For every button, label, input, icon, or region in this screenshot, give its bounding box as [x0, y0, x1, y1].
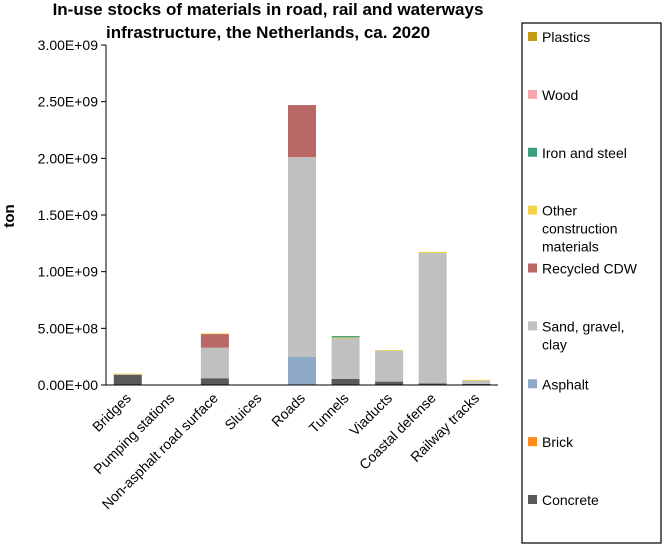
y-tick-label: 2.00E+09 — [38, 150, 99, 166]
legend-swatch — [528, 89, 537, 99]
x-tick-label: Tunnels — [306, 390, 352, 436]
bar-segment — [288, 157, 316, 357]
bar-segment — [418, 251, 447, 253]
bar-segment — [331, 337, 360, 379]
bar-segment — [418, 383, 447, 385]
bar-segment — [418, 252, 447, 384]
bar-segment — [331, 336, 360, 338]
bar-segment — [331, 337, 360, 339]
y-axis-title: ton — [1, 204, 18, 227]
chart-title-line-2: infrastructure, the Netherlands, ca. 202… — [106, 23, 430, 42]
bar-segment — [375, 381, 404, 385]
bar-segment — [375, 350, 404, 351]
legend: Plastics Wood Iron and steel Other construct… — [528, 29, 638, 508]
chart-title-line-1: In-use stocks of materials in road, rail… — [53, 0, 484, 19]
legend-label: Brick — [542, 434, 574, 450]
bar-segment — [462, 380, 491, 384]
x-tick-label: Roads — [268, 390, 308, 430]
legend-swatch — [528, 205, 537, 215]
bar-segment — [288, 105, 316, 158]
legend-swatch — [528, 147, 537, 157]
legend-label: Sand, gravel, clay — [542, 318, 625, 352]
legend-swatch — [528, 263, 537, 273]
bar-segment — [113, 374, 142, 385]
bar-segment — [375, 350, 404, 382]
legend-box — [521, 22, 662, 544]
bar-segment — [200, 347, 229, 379]
bar-segment — [288, 356, 316, 385]
y-tick-label: 1.50E+09 — [38, 207, 99, 223]
legend-label: Recycled CDW — [542, 261, 638, 277]
legend-label: Other construction materials — [542, 203, 617, 255]
legend-swatch — [528, 32, 537, 41]
legend-swatch — [528, 379, 537, 389]
legend-label: Concrete — [542, 492, 599, 508]
legend-swatch — [528, 437, 537, 447]
legend-swatch — [528, 321, 537, 331]
legend-label: Wood — [542, 87, 578, 103]
bar-segment — [462, 383, 491, 385]
legend-label: Plastics — [542, 29, 590, 45]
y-tick-label: 3.00E+09 — [38, 37, 99, 53]
y-tick-label: 0.00E+00 — [38, 377, 99, 393]
x-tick-label: Coastal defense — [356, 390, 439, 473]
legend-swatch — [528, 495, 537, 504]
y-tick-label: 2.50E+09 — [38, 94, 99, 110]
bar-segment — [200, 334, 229, 348]
y-tick-label: 5.00E+08 — [38, 320, 99, 336]
x-tick-label: Sluices — [221, 390, 264, 433]
legend-label: Iron and steel — [542, 145, 627, 161]
bar-segment — [462, 379, 491, 381]
bar-segment — [331, 378, 360, 385]
y-tick-label: 1.00E+09 — [38, 264, 99, 280]
bar-segment — [200, 333, 229, 335]
bar-segment — [113, 373, 142, 375]
plot-area: 0.00E+00 5.00E+08 1.00E+09 1.50E+09 2.00E+09… — [38, 37, 498, 512]
legend-label: Asphalt — [542, 376, 589, 392]
bar-segment — [200, 378, 229, 385]
x-tick-label: Pumping stations — [90, 390, 177, 477]
